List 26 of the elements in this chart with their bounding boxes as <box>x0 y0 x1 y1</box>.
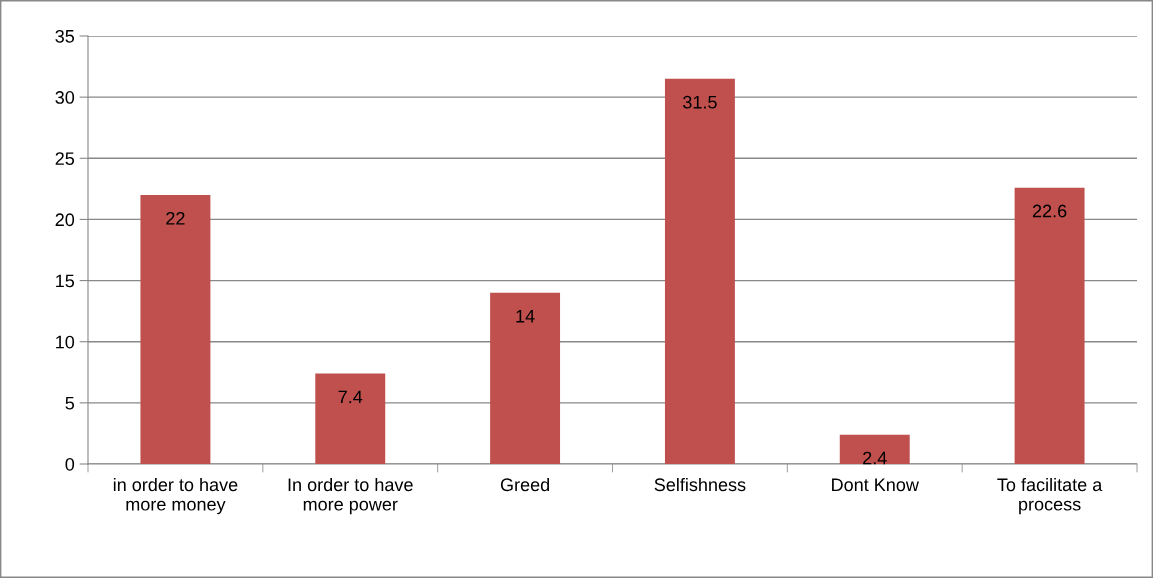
data-label: 7.4 <box>338 390 363 404</box>
bar <box>315 373 386 464</box>
y-tick-label: 25 <box>55 152 75 166</box>
x-tick-label: To facilitate a process <box>997 477 1103 515</box>
y-tick-label: 30 <box>55 91 75 104</box>
y-tick-label: 15 <box>56 274 75 288</box>
bar <box>1014 187 1085 464</box>
data-label: 14 <box>516 309 535 323</box>
bar <box>490 292 561 464</box>
y-tick-label: 5 <box>65 396 75 410</box>
y-tick-label: 20 <box>55 213 75 227</box>
x-tick-label: Greed <box>500 477 550 492</box>
x-tick-label: In order to have more power <box>288 477 413 515</box>
y-tick-label: 0 <box>65 457 75 471</box>
data-label: 31.5 <box>683 95 717 109</box>
data-label: 2.4 <box>863 451 887 465</box>
x-tick-label: Selfishness <box>654 477 746 492</box>
bar <box>664 78 735 464</box>
y-tick-label: 10 <box>56 335 75 349</box>
x-tick-label: Dont Know <box>832 478 919 492</box>
bar <box>140 194 211 464</box>
x-tick-label: in order to have more money <box>113 477 238 515</box>
y-tick-label: 35 <box>55 29 75 43</box>
bar <box>839 434 910 464</box>
data-label: 22.6 <box>1032 204 1067 218</box>
data-label: 22 <box>166 211 185 225</box>
